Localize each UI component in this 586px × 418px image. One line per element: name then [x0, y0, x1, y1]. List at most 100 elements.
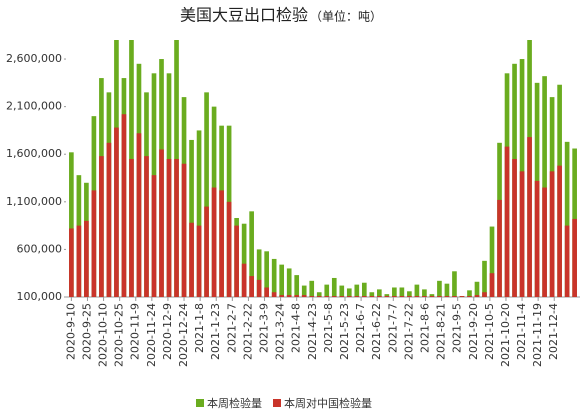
bar: [489, 273, 495, 297]
bar: [256, 279, 262, 297]
bar: [196, 130, 202, 297]
bar: [542, 187, 547, 297]
bar: [204, 206, 209, 297]
bar: [249, 276, 254, 297]
x-tick-label: 2021-6-22: [370, 303, 383, 360]
bar: [422, 289, 427, 297]
bar: [301, 285, 307, 297]
bar: [354, 284, 360, 297]
bar: [377, 296, 382, 297]
bar: [249, 211, 254, 297]
x-tick-label: 2020-10-10: [97, 303, 110, 367]
bar: [429, 294, 435, 297]
x-tick-label: 2020-11-24: [145, 303, 158, 367]
bar: [301, 295, 307, 297]
x-tick-label: 2021-4-8: [290, 303, 303, 353]
bar: [557, 165, 562, 297]
bar: [144, 156, 149, 297]
bar: [241, 223, 247, 297]
bar: [181, 163, 187, 297]
bar: [354, 296, 360, 297]
bar: [407, 296, 412, 297]
bar: [279, 264, 285, 297]
bar: [324, 284, 330, 297]
bar: [136, 133, 142, 297]
x-tick-label: 2020-9-25: [80, 303, 93, 360]
bar: [256, 249, 262, 297]
x-tick-label: 2021-10-5: [483, 303, 496, 360]
bar: [121, 114, 127, 297]
bar: [271, 258, 277, 297]
x-tick-label: 2021-5-8: [322, 303, 335, 353]
bar: [392, 296, 397, 297]
bar: [572, 218, 577, 297]
bar: [151, 175, 157, 297]
bar: [99, 156, 104, 297]
bar: [159, 149, 164, 297]
x-tick-label: 2021-2-22: [241, 303, 254, 360]
y-tick-label: 2,600,000: [6, 52, 62, 65]
x-tick-label: 2020-12-24: [177, 303, 190, 367]
y-tick-label: 2,100,000: [6, 100, 62, 113]
bar: [241, 263, 247, 297]
bar: [204, 92, 209, 297]
bar: [174, 158, 179, 297]
bar: [437, 280, 442, 297]
bar: [309, 280, 315, 297]
bar: [482, 292, 487, 297]
bar: [339, 296, 345, 297]
bar: [279, 295, 285, 297]
chart-title: 美国大豆出口检验: [180, 6, 308, 25]
x-tick-label: 2021-9-20: [467, 303, 480, 360]
x-tick-label: 2021-1-8: [193, 303, 206, 353]
bar: [331, 277, 337, 297]
bar: [369, 292, 375, 297]
bar: [384, 294, 390, 297]
bar: [452, 271, 457, 297]
bar: [369, 296, 375, 297]
bar: [84, 220, 89, 297]
bar: [527, 137, 532, 297]
bar: [399, 287, 405, 297]
bar: [414, 284, 420, 297]
bar: [316, 296, 322, 297]
bar: [309, 296, 315, 297]
bar: [69, 152, 74, 297]
x-tick-label: 2021-6-7: [354, 303, 367, 353]
bar: [489, 226, 495, 297]
bar: [377, 289, 382, 297]
x-tick-label: 2021-10-20: [499, 303, 512, 367]
bar: [444, 283, 450, 297]
bar: [331, 296, 337, 297]
bar: [106, 142, 112, 297]
bar: [316, 292, 322, 297]
bar: [76, 225, 82, 297]
bar: [196, 225, 202, 297]
x-tick-label: 2021-9-5: [451, 303, 464, 353]
bar: [346, 288, 352, 297]
bar: [384, 296, 390, 297]
bar: [361, 282, 367, 297]
bar: [407, 291, 412, 297]
bar: [211, 187, 217, 297]
x-tick-label: 2021-11-4: [515, 303, 528, 360]
x-tick-label: 2021-4-23: [306, 303, 319, 360]
bar: [392, 287, 397, 297]
bar: [512, 158, 517, 297]
legend-label: 本周检验量: [207, 396, 262, 410]
legend-label: 本周对中国检验量: [284, 396, 372, 410]
bar: [534, 180, 540, 297]
bar: [452, 296, 457, 297]
x-tick-label: 2021-7-7: [386, 303, 399, 353]
bar: [444, 296, 450, 297]
bar: [361, 296, 367, 297]
bar: [189, 222, 194, 297]
bar: [467, 290, 472, 297]
bar: [286, 295, 292, 297]
legend-swatch: [196, 399, 204, 407]
bar: [294, 295, 300, 297]
bar: [474, 295, 480, 297]
bar: [564, 225, 570, 297]
x-tick-label: 2021-11-19: [531, 303, 544, 367]
